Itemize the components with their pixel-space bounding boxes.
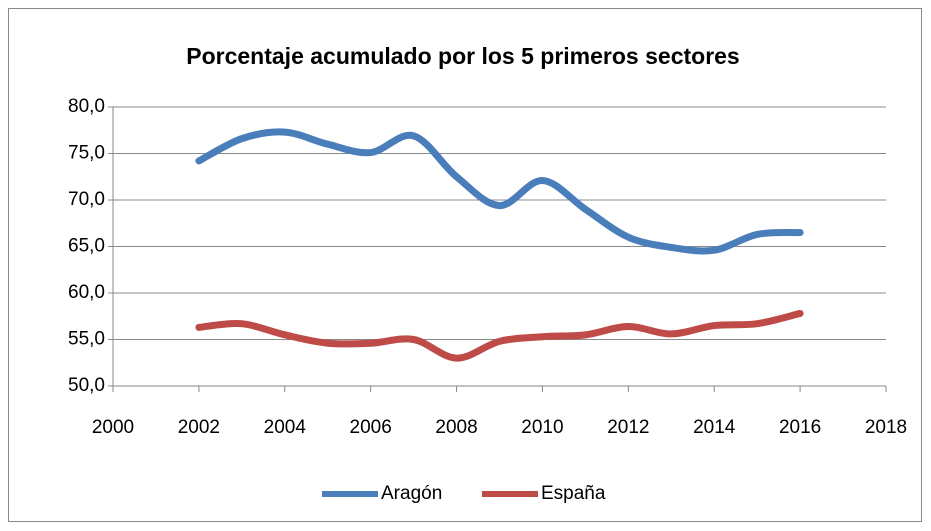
y-tick-label: 80,0 bbox=[68, 96, 105, 117]
chart-title: Porcentaje acumulado por los 5 primeros … bbox=[186, 43, 739, 69]
y-tick-label: 65,0 bbox=[68, 236, 105, 257]
x-tick-label: 2012 bbox=[607, 417, 649, 438]
x-tick-label: 2004 bbox=[264, 417, 307, 438]
x-tick-label: 2006 bbox=[350, 417, 392, 438]
x-tick-label: 2000 bbox=[92, 417, 134, 438]
series-line bbox=[195, 309, 804, 362]
y-tick-label: 55,0 bbox=[68, 329, 105, 350]
y-tick-label: 70,0 bbox=[68, 189, 105, 210]
legend-label: Aragón bbox=[381, 483, 442, 504]
x-tick-label: 2002 bbox=[178, 417, 220, 438]
series-line bbox=[195, 128, 804, 255]
x-tick-label: 2008 bbox=[435, 417, 477, 438]
y-tick-label: 60,0 bbox=[68, 282, 105, 303]
x-tick-label: 2018 bbox=[865, 417, 907, 438]
y-tick-label: 75,0 bbox=[68, 143, 105, 164]
x-tick-label: 2016 bbox=[779, 417, 821, 438]
x-tick-label: 2014 bbox=[693, 417, 736, 438]
chart-border bbox=[8, 8, 922, 522]
x-tick-label: 2010 bbox=[521, 417, 563, 438]
legend-label: España bbox=[541, 483, 606, 504]
y-tick-label: 50,0 bbox=[68, 375, 105, 396]
